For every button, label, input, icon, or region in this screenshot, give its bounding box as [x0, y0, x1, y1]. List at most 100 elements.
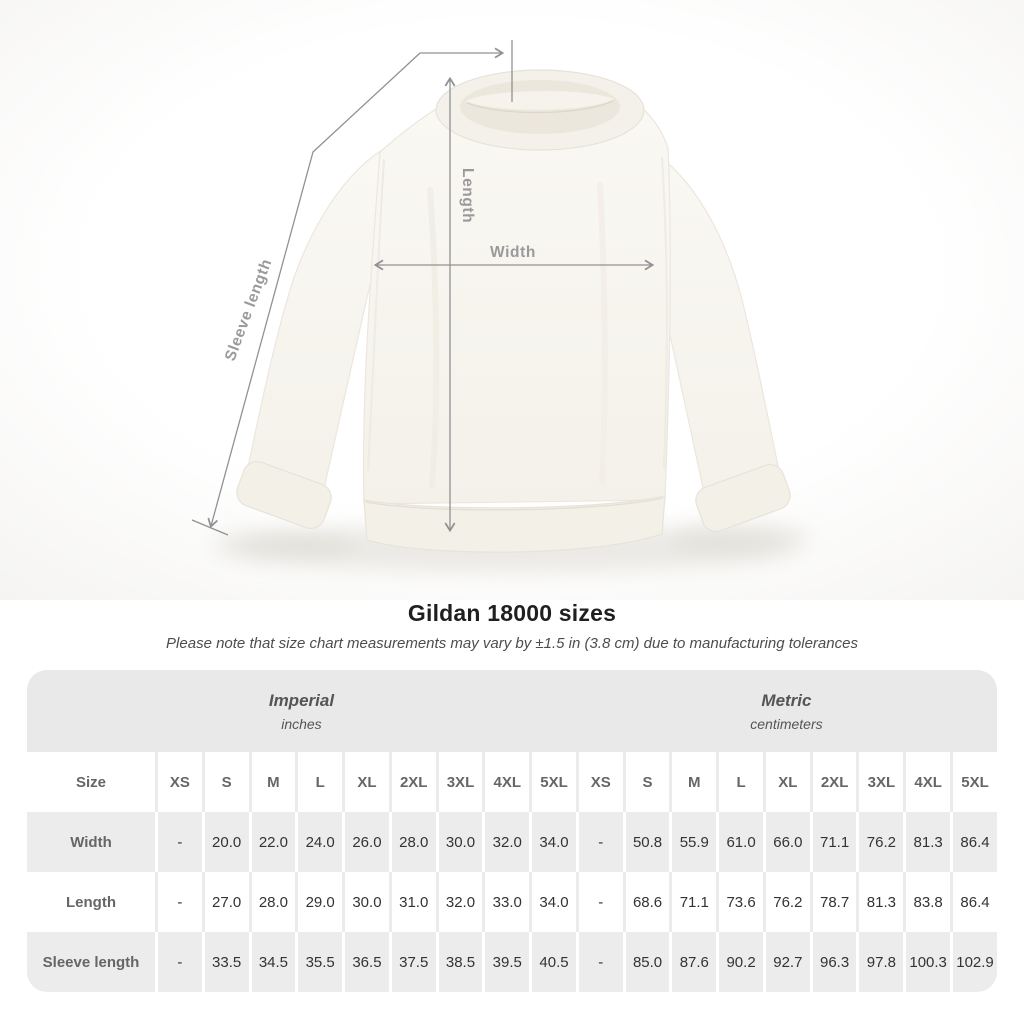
size-column-header: 5XL — [950, 752, 997, 812]
measurement-cell: 31.0 — [388, 872, 436, 932]
measurement-cell: 37.5 — [388, 932, 436, 992]
product-photo-area: Width Length Sleeve length — [0, 0, 1024, 600]
measurement-cell: 35.5 — [295, 932, 343, 992]
collar — [435, 69, 645, 151]
measurement-cell: 78.7 — [809, 872, 857, 932]
size-column-header: XL — [342, 752, 389, 812]
measurement-cell: - — [575, 812, 623, 872]
sleeve-end-stop — [191, 519, 229, 536]
measurement-cell: 38.5 — [435, 932, 483, 992]
measurement-cell: 76.2 — [762, 872, 810, 932]
measurement-cell: 29.0 — [295, 872, 343, 932]
row-label: Width — [27, 812, 155, 872]
metric-unit-label: centimeters — [750, 715, 823, 732]
measurement-cell: 85.0 — [622, 932, 670, 992]
measurement-cell: 86.4 — [950, 812, 997, 872]
size-header-row: Size XS S M L XL 2XL 3XL 4XL 5XL XS S M L XL 2XL 3XL 4XL… — [27, 752, 997, 812]
measurement-cell: 73.6 — [716, 872, 763, 932]
page-title: Gildan 18000 sizes — [407, 600, 617, 626]
measurement-cell: 87.6 — [669, 932, 717, 992]
waistband — [363, 495, 666, 553]
fabric-folds — [367, 157, 668, 488]
measurement-cell: - — [155, 932, 202, 992]
measurement-cell: 66.0 — [762, 812, 810, 872]
measurement-cell: 55.9 — [669, 812, 717, 872]
measurement-cell: 30.0 — [435, 812, 483, 872]
measurement-cell: 39.5 — [482, 932, 530, 992]
measurement-cell: 34.0 — [529, 872, 576, 932]
measurement-cell: 40.5 — [529, 932, 576, 992]
size-column-header: 5XL — [529, 752, 576, 812]
size-header-cell: Size — [27, 752, 155, 812]
measurement-cell: - — [155, 872, 202, 932]
size-column-header: 3XL — [435, 752, 483, 812]
measurement-cell: 97.8 — [856, 932, 904, 992]
measurement-cell: 24.0 — [295, 812, 343, 872]
size-column-header: 4XL — [482, 752, 530, 812]
size-chart-table: Imperial inches Metric centimeters Size … — [27, 670, 997, 992]
imperial-section-header: Imperial inches — [27, 670, 576, 752]
size-column-header: 3XL — [856, 752, 904, 812]
size-column-header: L — [295, 752, 343, 812]
measurement-cell: 50.8 — [622, 812, 670, 872]
metric-section-label: Metric — [761, 690, 812, 710]
measurement-cell: 81.3 — [856, 872, 904, 932]
measurement-cell: 86.4 — [950, 872, 997, 932]
measurement-cell: 61.0 — [716, 812, 763, 872]
table-row: Sleeve length -33.5 34.5 35.5 36.5 37.5 38.5 39… — [27, 932, 997, 992]
measurement-cell: 71.1 — [669, 872, 717, 932]
measurement-cell: 32.0 — [482, 812, 530, 872]
size-chart: Imperial inches Metric centimeters Size … — [27, 670, 997, 992]
row-label: Sleeve length — [27, 932, 155, 992]
measurement-cell: 22.0 — [248, 812, 296, 872]
measurement-cell: 90.2 — [716, 932, 763, 992]
length-label: Length — [459, 168, 476, 223]
measurement-cell: 83.8 — [903, 872, 951, 932]
measurement-cell: 30.0 — [342, 872, 389, 932]
size-column-header: S — [622, 752, 670, 812]
measurement-cell: 33.0 — [482, 872, 530, 932]
waistband-seam — [365, 497, 664, 511]
size-column-header: M — [669, 752, 717, 812]
size-column-header: XS — [155, 752, 202, 812]
measurement-cell: - — [575, 872, 623, 932]
width-label: Width — [490, 244, 536, 261]
sweatshirt-body — [362, 99, 671, 505]
right-cuff — [695, 463, 791, 533]
measurement-cell: 36.5 — [342, 932, 389, 992]
measurement-cell: 28.0 — [388, 812, 436, 872]
size-column-header: 2XL — [388, 752, 436, 812]
imperial-unit-label: inches — [281, 715, 322, 732]
size-column-header: M — [248, 752, 296, 812]
measurement-cell: 81.3 — [903, 812, 951, 872]
size-column-header: S — [201, 752, 249, 812]
measurement-cell: 71.1 — [809, 812, 857, 872]
left-cuff — [236, 460, 332, 530]
measurement-cell: 102.9 — [950, 932, 997, 992]
size-column-header: XL — [762, 752, 810, 812]
measurement-cell: 26.0 — [342, 812, 389, 872]
measurement-annotations — [191, 40, 655, 536]
size-column-header: 4XL — [903, 752, 951, 812]
size-column-header: XS — [575, 752, 623, 812]
measurement-cell: 100.3 — [903, 932, 951, 992]
measurement-cell: 20.0 — [201, 812, 249, 872]
unit-section-row: Imperial inches Metric centimeters — [27, 670, 997, 752]
size-column-header: L — [716, 752, 763, 812]
measurement-cell: 76.2 — [856, 812, 904, 872]
measurement-cell: 32.0 — [435, 872, 483, 932]
measurement-cell: - — [155, 812, 202, 872]
imperial-section-label: Imperial — [268, 690, 335, 710]
measurement-cell: 34.0 — [529, 812, 576, 872]
measurement-cell: 92.7 — [762, 932, 810, 992]
measurement-cell: 28.0 — [248, 872, 296, 932]
measurement-cell: 27.0 — [201, 872, 249, 932]
size-column-header: 2XL — [809, 752, 857, 812]
sweatshirt-size-diagram: Width Length Sleeve length — [0, 0, 1024, 600]
tolerance-note: Please note that size chart measurements… — [166, 635, 858, 652]
measurement-cell: 68.6 — [622, 872, 670, 932]
measurement-cell: 96.3 — [809, 932, 857, 992]
measurement-cell: - — [575, 932, 623, 992]
row-label: Length — [27, 872, 155, 932]
measurement-cell: 33.5 — [201, 932, 249, 992]
